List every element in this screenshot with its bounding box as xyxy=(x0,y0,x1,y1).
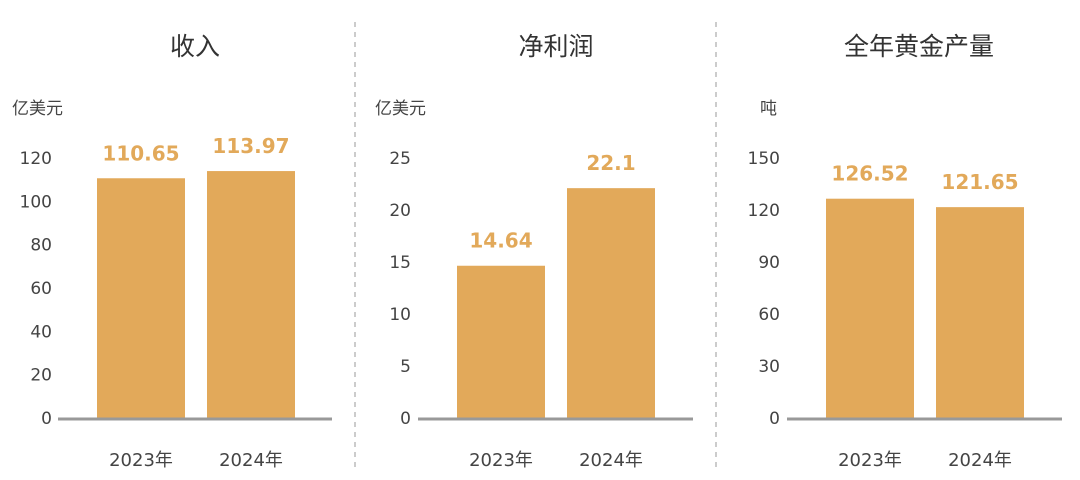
data-label: 121.65 xyxy=(941,170,1018,194)
x-category-label: 2024年 xyxy=(219,450,283,471)
x-category-label: 2023年 xyxy=(469,450,533,471)
y-tick-label: 30 xyxy=(758,357,780,377)
y-tick-label: 0 xyxy=(400,409,411,429)
y-unit-label-1: 亿美元 xyxy=(12,99,63,119)
y-unit-label-2: 亿美元 xyxy=(375,99,426,119)
x-category-label: 2024年 xyxy=(948,450,1012,471)
data-label: 110.65 xyxy=(102,141,179,165)
y-tick-label: 5 xyxy=(400,357,411,377)
data-label: 126.52 xyxy=(831,162,908,186)
chart-title-1: 收入 xyxy=(170,32,220,61)
y-tick-label: 25 xyxy=(389,149,411,169)
y-tick-label: 60 xyxy=(30,279,52,299)
bar-1-2 xyxy=(207,171,295,418)
x-category-label: 2023年 xyxy=(838,450,902,471)
chart-title-2: 净利润 xyxy=(518,32,593,61)
y-tick-label: 100 xyxy=(20,192,52,212)
y-tick-label: 0 xyxy=(41,409,52,429)
bar-3-2 xyxy=(936,207,1024,418)
y-tick-label: 20 xyxy=(389,201,411,221)
bar-2-2 xyxy=(567,188,655,418)
x-category-label: 2023年 xyxy=(109,450,173,471)
y-unit-label-3: 吨 xyxy=(760,99,777,119)
y-tick-label: 10 xyxy=(389,305,411,325)
y-tick-label: 120 xyxy=(748,201,780,221)
chart-title-3: 全年黄金产量 xyxy=(844,32,994,61)
y-tick-label: 20 xyxy=(30,366,52,386)
y-tick-label: 60 xyxy=(758,305,780,325)
y-tick-label: 0 xyxy=(769,409,780,429)
bar-3-1 xyxy=(826,198,914,418)
data-label: 22.1 xyxy=(586,151,635,175)
x-category-label: 2024年 xyxy=(579,450,643,471)
y-tick-label: 120 xyxy=(20,149,52,169)
y-tick-label: 15 xyxy=(389,253,411,273)
y-tick-label: 40 xyxy=(30,322,52,342)
y-tick-label: 150 xyxy=(748,149,780,169)
bar-2-1 xyxy=(457,265,545,418)
data-label: 113.97 xyxy=(212,134,289,158)
y-tick-label: 90 xyxy=(758,253,780,273)
bar-1-1 xyxy=(97,178,185,418)
data-label: 14.64 xyxy=(469,229,532,253)
y-tick-label: 80 xyxy=(30,236,52,256)
